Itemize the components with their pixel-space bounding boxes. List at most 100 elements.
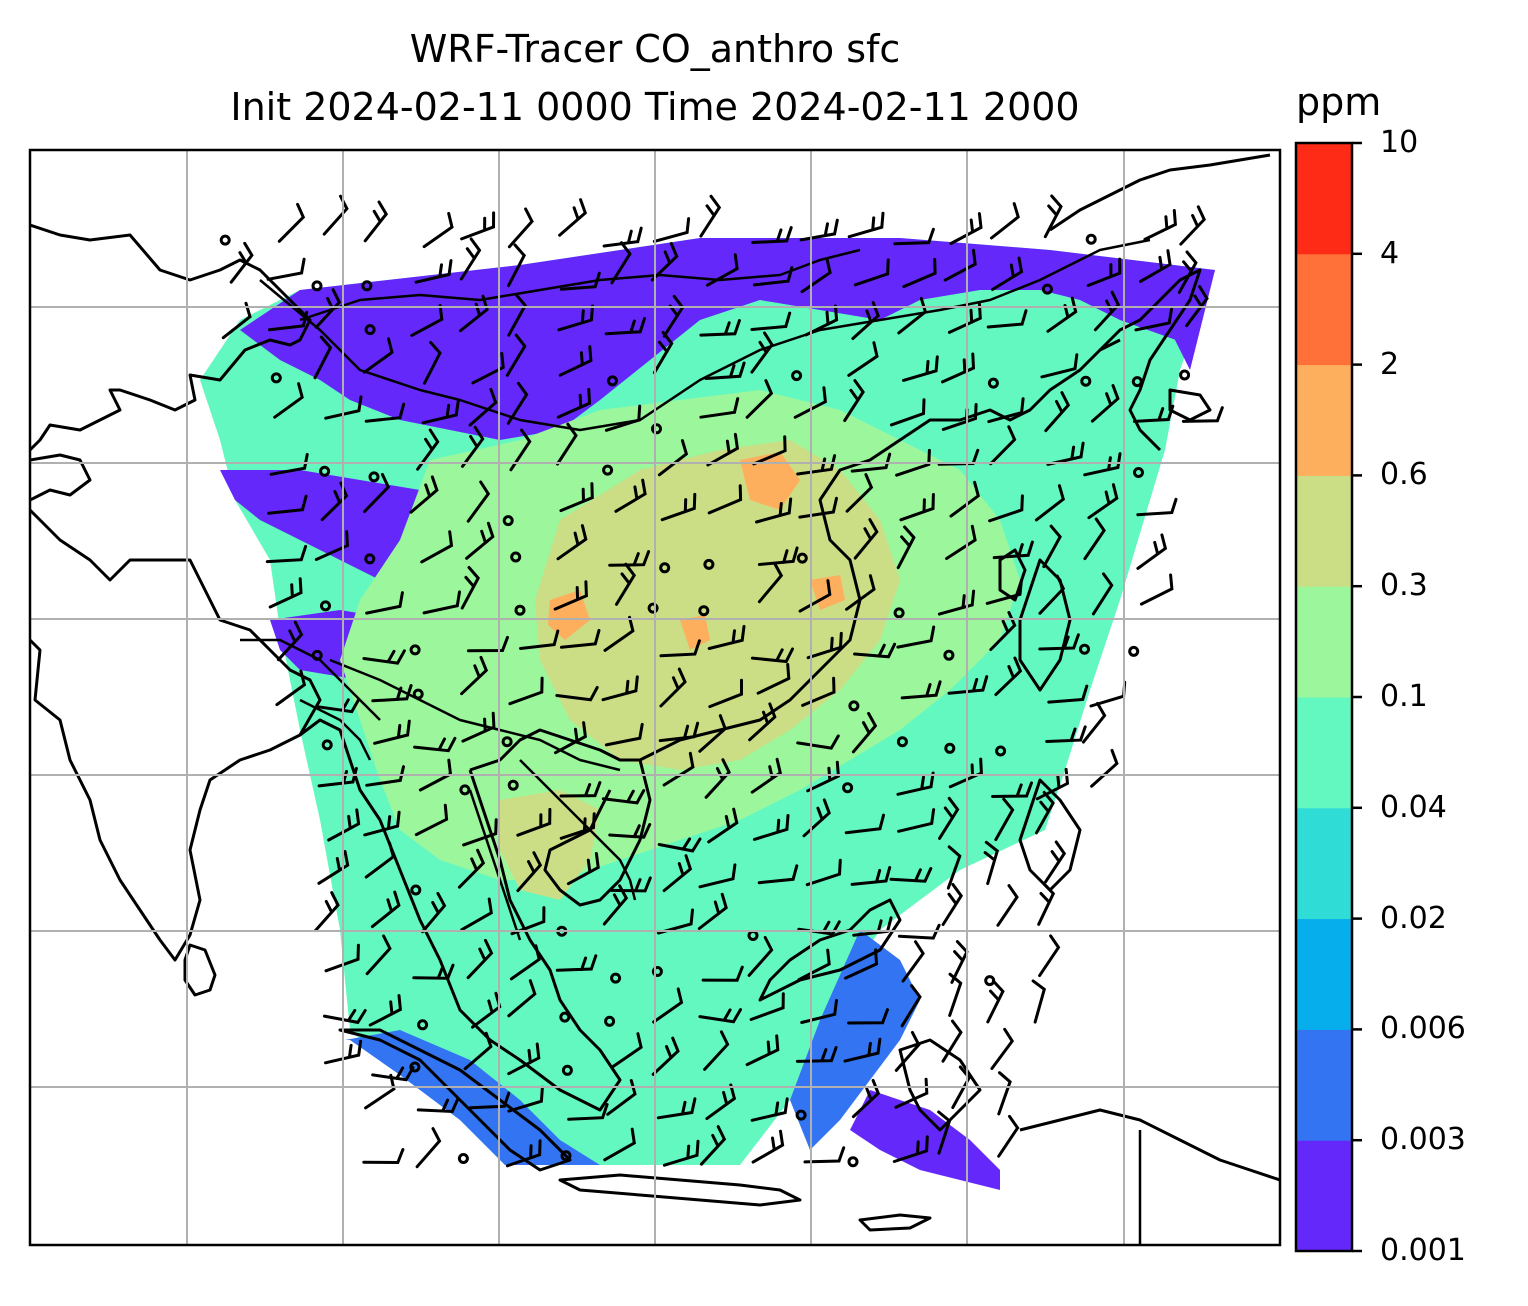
wind-barb [994,797,1015,842]
wind-barb [559,482,594,513]
colorbar [1296,141,1362,1253]
wind-barb [459,237,482,281]
wind-barb [1086,257,1122,287]
wind-barb [991,256,1024,291]
calm-wind-marker [944,742,956,754]
wind-barb [556,422,578,466]
wind-barb [557,304,594,332]
wind-barb [938,796,960,840]
wind-barb [757,864,799,885]
coastline-bay-of-bengal-east [299,718,622,1112]
wind-barb [1090,748,1119,788]
wind-barb [317,850,350,885]
wind-barb [994,656,1023,697]
wind-barb [845,473,874,513]
wind-barb [1091,572,1114,616]
colorbar-frame [1294,141,1354,1253]
colorbar-segment [1296,586,1352,698]
wind-barb [896,771,935,796]
wind-barb [560,628,601,649]
co-field-olive-peninsula [500,790,600,900]
wind-barb [707,484,743,515]
calm-wind-marker [1085,233,1097,245]
wind-barb [801,676,836,707]
wind-barb [555,954,598,972]
wind-barb [519,629,560,650]
colorbar-segment [1296,807,1352,920]
wind-barb [745,1034,780,1067]
co-field-purple-north [240,238,1215,440]
wind-barb [363,472,391,513]
wind-barb [468,1091,511,1110]
wind-barb [751,1129,785,1164]
wind-barb [460,566,481,610]
wind-barb [941,883,964,926]
coastline-java [558,1173,802,1207]
wind-barb [843,379,865,422]
wind-barb [416,1097,460,1114]
coastline-timor [858,1213,932,1232]
wind-barb [567,1103,609,1121]
wind-barb [800,998,838,1024]
colorbar-tick-label: 0.3 [1380,568,1428,604]
wind-barb [750,647,794,664]
wind-barb [706,432,740,467]
co-field-orange-1 [740,452,800,510]
calm-wind-marker [659,562,671,574]
wind-barb [421,891,447,934]
wind-barb [463,1031,493,1071]
border-thailand-myanmar [468,789,522,941]
wind-barb [553,580,588,611]
wind-barb [1134,307,1173,332]
wind-barb [1038,934,1061,978]
wind-barb [951,1065,972,1109]
wind-barb [1047,684,1089,704]
co-field-orange-4 [680,615,710,650]
wind-barb [1185,285,1209,328]
wind-barb [659,639,701,658]
wind-barb [314,530,349,561]
wind-barbs [219,194,1224,1169]
wind-barb [756,663,791,695]
wind-barb [1040,353,1079,379]
calm-wind-marker [364,553,376,565]
wind-barb [468,387,498,427]
wind-barb [704,361,746,380]
wind-barb [992,540,1034,560]
wind-barb [423,341,442,385]
wind-barb [889,867,933,883]
colorbar-segment [1296,1029,1352,1141]
wind-barb [364,1073,396,1110]
wind-barb [804,304,839,337]
wind-barb [1038,574,1066,615]
wind-barb [364,402,406,423]
wind-barb [313,335,333,380]
calm-wind-marker [459,784,471,796]
wind-barb [364,841,396,879]
map-frame [28,148,1282,1247]
wind-barb [457,848,486,889]
wind-barb [507,207,534,249]
calm-wind-marker [607,375,618,387]
calm-wind-marker [368,471,380,483]
wind-barb [894,1030,921,1072]
wind-barb [268,577,303,609]
wind-barb [362,1148,405,1165]
wind-barb [507,1042,541,1076]
wind-barb [365,591,404,615]
wind-barb [997,1071,1012,1116]
wind-barb [602,884,629,926]
colorbar-segment [1296,253,1352,366]
wind-barb [751,226,793,244]
border-russia-mongolia [299,248,861,322]
wind-barb [1081,701,1107,744]
wind-barb [900,984,922,1028]
coastline-hokkaido [1168,388,1212,422]
wind-barb [509,944,541,981]
wind-barb [947,302,982,334]
wind-barb [943,248,977,282]
calm-wind-marker [604,1015,616,1027]
coastline-philippines-luzon [1018,558,1072,692]
wind-barb [902,355,939,382]
wind-barb [556,387,592,419]
